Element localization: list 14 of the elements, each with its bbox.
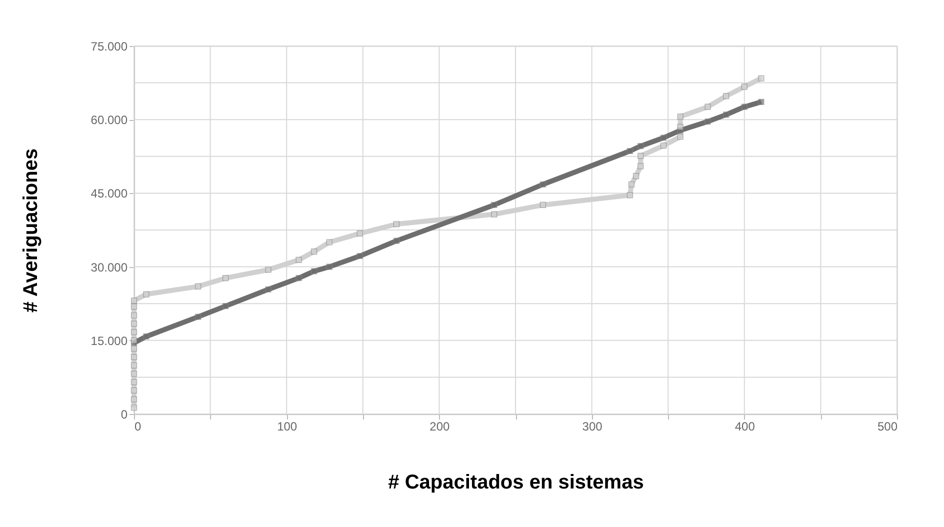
x-tick-label: 500: [877, 420, 898, 434]
y-tick-label: 0: [120, 408, 128, 422]
y-tick-label: 45.000: [90, 186, 128, 201]
y-tick-label: 75.000: [90, 40, 128, 54]
y-tick-label: 60.000: [90, 113, 128, 128]
x-tick-label: 200: [430, 420, 450, 434]
x-axis-title: # Capacitados en sistemas: [388, 472, 644, 494]
y-tick-label: 30.000: [90, 260, 128, 274]
y-tick-label: 15.000: [90, 334, 128, 348]
x-tick-label: 100: [277, 420, 298, 434]
y-axis-title: # Averiguaciones: [20, 148, 42, 313]
x-tick-label: 300: [582, 420, 603, 434]
x-tick-label: 0: [134, 420, 142, 434]
x-tick-label: 400: [734, 420, 756, 434]
